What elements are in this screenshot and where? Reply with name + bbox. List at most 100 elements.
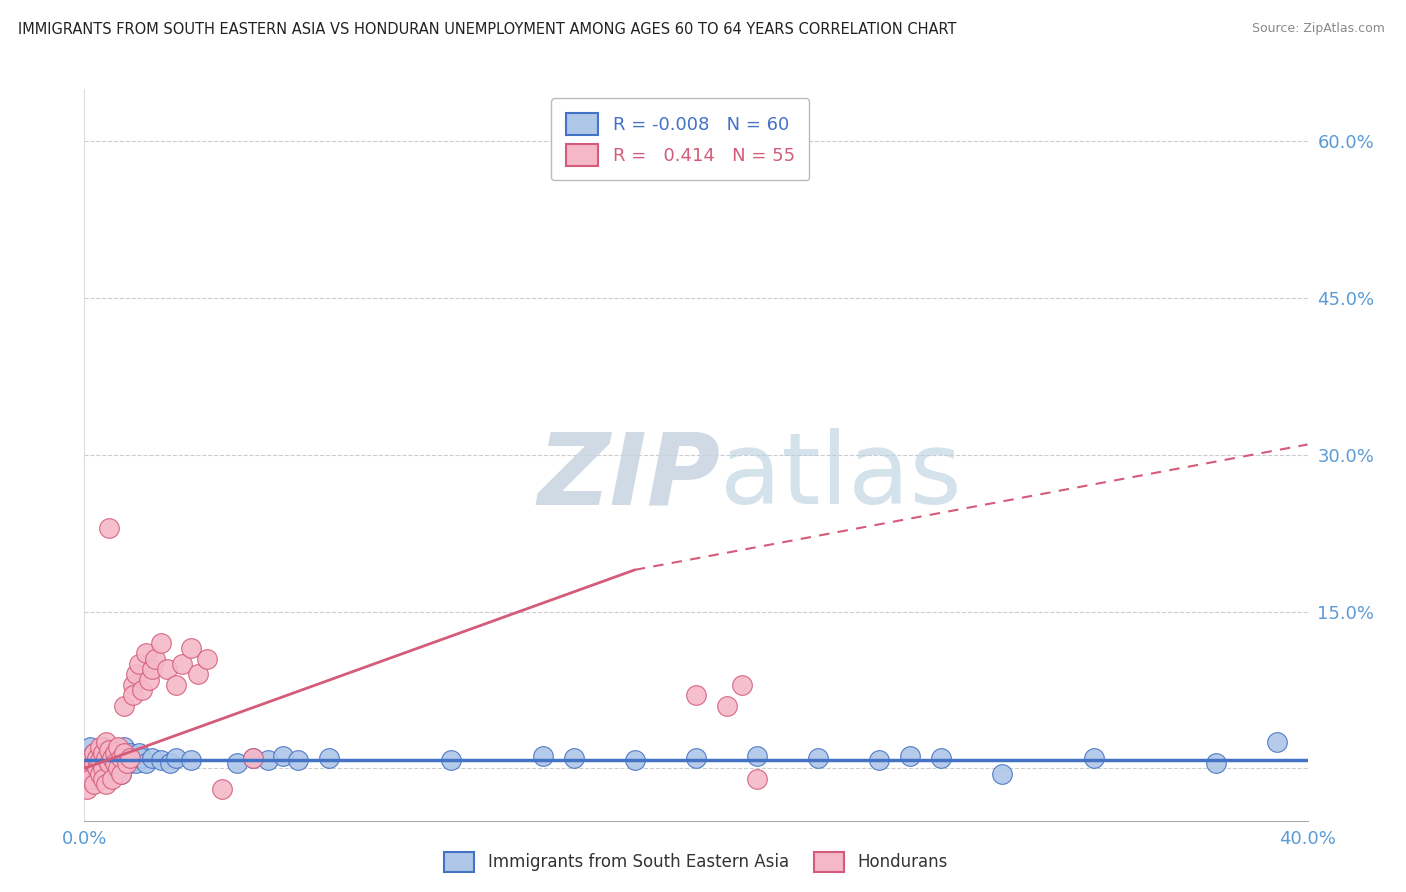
Point: [211, 782, 233, 797]
Point: [79, 740, 101, 755]
Point: [91, 746, 114, 760]
Point: [97, 766, 120, 780]
Point: [104, 751, 127, 765]
Point: [131, 751, 153, 765]
Point: [97, 521, 120, 535]
Point: [86, 751, 108, 765]
Point: [112, 746, 135, 760]
Point: [242, 751, 264, 765]
Point: [271, 748, 294, 763]
Point: [89, 766, 111, 780]
Point: [83, 761, 105, 775]
Point: [287, 753, 309, 767]
Point: [318, 751, 340, 765]
Point: [115, 756, 138, 771]
Point: [135, 756, 157, 771]
Point: [180, 753, 202, 767]
Legend: Immigrants from South Eastern Asia, Hondurans: Immigrants from South Eastern Asia, Hond…: [432, 838, 960, 886]
Point: [107, 740, 129, 755]
Point: [624, 753, 647, 767]
Point: [929, 751, 952, 765]
Point: [120, 756, 142, 771]
Point: [86, 772, 108, 786]
Point: [141, 662, 163, 676]
Point: [125, 667, 148, 681]
Point: [107, 756, 129, 771]
Point: [122, 688, 145, 702]
Point: [128, 746, 150, 760]
Point: [94, 746, 117, 760]
Point: [110, 751, 132, 765]
Point: [562, 751, 585, 765]
Point: [156, 662, 179, 676]
Point: [101, 756, 124, 771]
Point: [138, 673, 160, 687]
Text: IMMIGRANTS FROM SOUTH EASTERN ASIA VS HONDURAN UNEMPLOYMENT AMONG AGES 60 TO 64 : IMMIGRANTS FROM SOUTH EASTERN ASIA VS HO…: [18, 22, 956, 37]
Point: [76, 782, 98, 797]
Point: [172, 657, 194, 671]
Point: [101, 746, 124, 760]
Point: [186, 667, 208, 681]
Point: [685, 688, 707, 702]
Point: [716, 698, 738, 713]
Point: [125, 756, 148, 771]
Point: [242, 751, 264, 765]
Point: [83, 746, 105, 760]
Point: [104, 746, 127, 760]
Point: [165, 678, 187, 692]
Point: [89, 766, 111, 780]
Point: [747, 772, 769, 786]
Point: [97, 751, 120, 765]
Point: [195, 651, 218, 665]
Point: [86, 761, 108, 775]
Point: [91, 751, 114, 765]
Point: [141, 751, 163, 765]
Point: [104, 761, 127, 775]
Point: [226, 756, 249, 771]
Point: [115, 751, 138, 765]
Point: [89, 746, 111, 760]
Point: [135, 647, 157, 661]
Point: [991, 766, 1014, 780]
Point: [97, 756, 120, 771]
Text: atlas: atlas: [720, 428, 962, 525]
Point: [1265, 735, 1288, 749]
Point: [89, 753, 111, 767]
Point: [869, 753, 891, 767]
Point: [122, 751, 145, 765]
Point: [101, 751, 124, 765]
Point: [107, 746, 129, 760]
Point: [76, 751, 98, 765]
Point: [97, 742, 120, 756]
Point: [94, 735, 117, 749]
Point: [131, 683, 153, 698]
Point: [107, 761, 129, 775]
Point: [89, 740, 111, 755]
Point: [76, 761, 98, 775]
Point: [112, 698, 135, 713]
Point: [110, 766, 132, 780]
Point: [807, 751, 830, 765]
Point: [110, 751, 132, 765]
Point: [685, 751, 707, 765]
Point: [122, 678, 145, 692]
Text: Source: ZipAtlas.com: Source: ZipAtlas.com: [1251, 22, 1385, 36]
Point: [128, 657, 150, 671]
Point: [731, 678, 754, 692]
Point: [91, 772, 114, 786]
Point: [120, 746, 142, 760]
Point: [531, 748, 554, 763]
Point: [94, 751, 117, 765]
Point: [79, 772, 101, 786]
Point: [104, 756, 127, 771]
Point: [86, 751, 108, 765]
Point: [149, 636, 172, 650]
Point: [747, 748, 769, 763]
Point: [112, 740, 135, 755]
Point: [94, 756, 117, 771]
Point: [440, 753, 463, 767]
Point: [91, 761, 114, 775]
Point: [120, 751, 142, 765]
Point: [112, 756, 135, 771]
Point: [83, 777, 105, 791]
